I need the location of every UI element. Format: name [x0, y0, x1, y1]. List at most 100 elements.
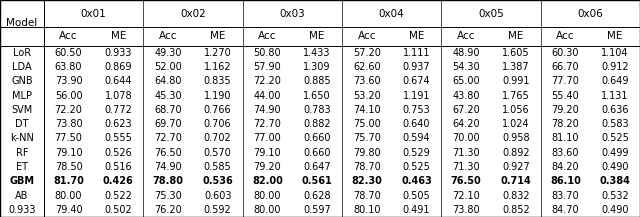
Text: Acc: Acc — [258, 31, 276, 41]
Text: 0.660: 0.660 — [303, 133, 331, 143]
Text: 72.20: 72.20 — [54, 105, 83, 115]
Text: Acc: Acc — [556, 31, 575, 41]
Text: 79.20: 79.20 — [552, 105, 579, 115]
Text: 0.516: 0.516 — [104, 162, 132, 172]
Text: ME: ME — [409, 31, 424, 41]
Text: 72.10: 72.10 — [452, 191, 480, 201]
Text: 75.70: 75.70 — [353, 133, 381, 143]
Text: ME: ME — [309, 31, 324, 41]
Text: ME: ME — [210, 31, 225, 41]
Text: 0.933: 0.933 — [104, 48, 132, 58]
Text: 50.80: 50.80 — [253, 48, 281, 58]
Text: 75.30: 75.30 — [154, 191, 182, 201]
Text: 0.647: 0.647 — [303, 162, 331, 172]
Text: 0.490: 0.490 — [602, 162, 629, 172]
Text: 0.644: 0.644 — [104, 76, 132, 86]
Text: 0.529: 0.529 — [403, 148, 430, 158]
Text: 72.20: 72.20 — [253, 76, 282, 86]
Text: 57.90: 57.90 — [253, 62, 281, 72]
Text: 0.522: 0.522 — [104, 191, 132, 201]
Text: 82.00: 82.00 — [252, 176, 283, 186]
Text: 79.40: 79.40 — [55, 205, 83, 215]
Text: 0.885: 0.885 — [303, 76, 331, 86]
Text: ME: ME — [607, 31, 623, 41]
Text: 52.00: 52.00 — [154, 62, 182, 72]
Text: 56.00: 56.00 — [55, 90, 83, 100]
Text: 77.50: 77.50 — [54, 133, 83, 143]
Text: 0.649: 0.649 — [602, 76, 629, 86]
Text: 0.491: 0.491 — [403, 205, 430, 215]
Text: 0.766: 0.766 — [204, 105, 232, 115]
Text: 0.594: 0.594 — [403, 133, 430, 143]
Text: GBM: GBM — [10, 176, 35, 186]
Text: 86.10: 86.10 — [550, 176, 581, 186]
Text: 0.660: 0.660 — [303, 148, 331, 158]
Text: 81.10: 81.10 — [552, 133, 579, 143]
Text: 79.10: 79.10 — [55, 148, 83, 158]
Text: 0.463: 0.463 — [401, 176, 432, 186]
Text: MLP: MLP — [12, 90, 32, 100]
Text: 0.525: 0.525 — [403, 162, 430, 172]
Text: 0.912: 0.912 — [602, 62, 629, 72]
Text: AB: AB — [15, 191, 29, 201]
Text: 1.433: 1.433 — [303, 48, 331, 58]
Text: ME: ME — [111, 31, 126, 41]
Text: 0.674: 0.674 — [403, 76, 430, 86]
Text: 1.111: 1.111 — [403, 48, 430, 58]
Text: 0.532: 0.532 — [602, 191, 629, 201]
Text: 78.70: 78.70 — [353, 191, 381, 201]
Text: 1.056: 1.056 — [502, 105, 529, 115]
Text: 82.30: 82.30 — [351, 176, 382, 186]
Text: 62.60: 62.60 — [353, 62, 381, 72]
Text: 0.536: 0.536 — [202, 176, 233, 186]
Text: Model: Model — [6, 18, 38, 28]
Text: 1.104: 1.104 — [602, 48, 629, 58]
Text: 0.832: 0.832 — [502, 191, 529, 201]
Text: 0.783: 0.783 — [303, 105, 331, 115]
Text: 84.70: 84.70 — [552, 205, 579, 215]
Text: 0.640: 0.640 — [403, 119, 430, 129]
Text: 0.426: 0.426 — [103, 176, 134, 186]
Text: 0x04: 0x04 — [379, 8, 404, 19]
Text: 0x05: 0x05 — [478, 8, 504, 19]
Text: 1.309: 1.309 — [303, 62, 331, 72]
Text: k-NN: k-NN — [10, 133, 34, 143]
Text: 0.933: 0.933 — [8, 205, 36, 215]
Text: 60.50: 60.50 — [55, 48, 83, 58]
Text: 48.90: 48.90 — [452, 48, 480, 58]
Text: 43.80: 43.80 — [452, 90, 480, 100]
Text: 80.00: 80.00 — [253, 191, 281, 201]
Text: 78.50: 78.50 — [55, 162, 83, 172]
Text: 84.20: 84.20 — [552, 162, 579, 172]
Text: 79.20: 79.20 — [253, 162, 281, 172]
Text: 1.387: 1.387 — [502, 62, 529, 72]
Text: 77.70: 77.70 — [552, 76, 579, 86]
Text: 49.30: 49.30 — [154, 48, 182, 58]
Text: 67.20: 67.20 — [452, 105, 480, 115]
Text: 44.00: 44.00 — [253, 90, 281, 100]
Text: Acc: Acc — [358, 31, 376, 41]
Text: 0.502: 0.502 — [104, 205, 132, 215]
Text: 69.70: 69.70 — [154, 119, 182, 129]
Text: 1.162: 1.162 — [204, 62, 232, 72]
Text: 72.70: 72.70 — [154, 133, 182, 143]
Text: 0.702: 0.702 — [204, 133, 232, 143]
Text: 0.525: 0.525 — [601, 133, 629, 143]
Text: 0.505: 0.505 — [403, 191, 430, 201]
Text: 65.00: 65.00 — [452, 76, 480, 86]
Text: 57.20: 57.20 — [353, 48, 381, 58]
Text: 0.991: 0.991 — [502, 76, 529, 86]
Text: 75.00: 75.00 — [353, 119, 381, 129]
Text: 76.50: 76.50 — [154, 148, 182, 158]
Text: 0.499: 0.499 — [602, 148, 629, 158]
Text: 1.605: 1.605 — [502, 48, 529, 58]
Text: Acc: Acc — [457, 31, 476, 41]
Text: 80.10: 80.10 — [353, 205, 380, 215]
Text: 0.835: 0.835 — [204, 76, 232, 86]
Text: 0x06: 0x06 — [577, 8, 603, 19]
Text: 0.958: 0.958 — [502, 133, 529, 143]
Text: 73.60: 73.60 — [353, 76, 381, 86]
Text: 83.60: 83.60 — [552, 148, 579, 158]
Text: 55.40: 55.40 — [552, 90, 579, 100]
Text: 1.131: 1.131 — [602, 90, 629, 100]
